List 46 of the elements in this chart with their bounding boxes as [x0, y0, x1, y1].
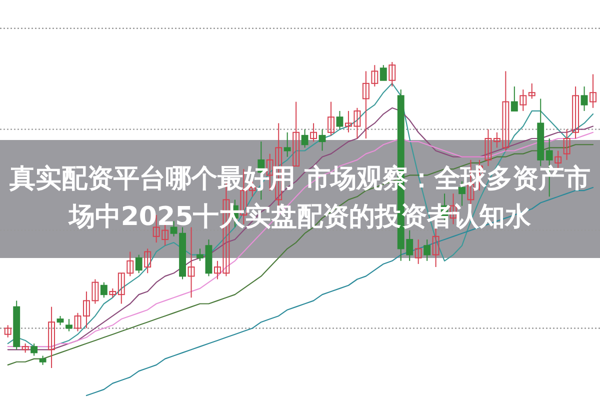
candlestick: [92, 278, 99, 304]
candlestick: [301, 128, 308, 148]
candlestick: [66, 318, 72, 332]
candlestick: [22, 343, 29, 354]
candlestick: [328, 101, 334, 136]
candlestick: [30, 343, 38, 356]
candlestick: [510, 86, 518, 112]
candlestick: [484, 128, 492, 167]
candlestick: [424, 238, 431, 262]
candlestick: [82, 291, 90, 329]
candlestick: [310, 122, 318, 142]
candlestick: [162, 224, 169, 246]
candlestick: [406, 230, 414, 262]
candlestick: [144, 248, 152, 274]
candlestick: [292, 101, 300, 167]
candlestick: [380, 64, 387, 81]
candlestick: [414, 238, 422, 264]
candlestick: [580, 86, 588, 112]
candlestick: [502, 70, 510, 152]
candlestick: [528, 82, 536, 100]
candlestick: [118, 272, 125, 304]
candlestick: [214, 260, 221, 280]
candlestick: [100, 282, 108, 298]
candlestick: [135, 254, 142, 274]
candlestick: [590, 74, 596, 108]
candlestick: [572, 86, 580, 139]
candlestick: [520, 89, 527, 112]
candlestick: [126, 251, 134, 277]
candlestick: [345, 110, 352, 133]
candlestick: [284, 132, 291, 158]
candlestick: [188, 226, 195, 298]
candlestick: [563, 128, 570, 160]
candlestick: [48, 306, 55, 368]
candlestick: [196, 248, 204, 262]
candlestick: [109, 288, 116, 298]
candlestick: [336, 110, 344, 130]
candlestick: [56, 315, 64, 326]
candlestick: [362, 70, 370, 139]
candlestick: [493, 132, 500, 148]
candlestick: [39, 355, 46, 366]
candlestick: [388, 62, 396, 87]
candlestick: [4, 324, 12, 338]
candlestick: [74, 312, 82, 332]
candlestick: [318, 128, 326, 152]
candlestick: [354, 107, 361, 139]
candlestick: [371, 64, 378, 87]
